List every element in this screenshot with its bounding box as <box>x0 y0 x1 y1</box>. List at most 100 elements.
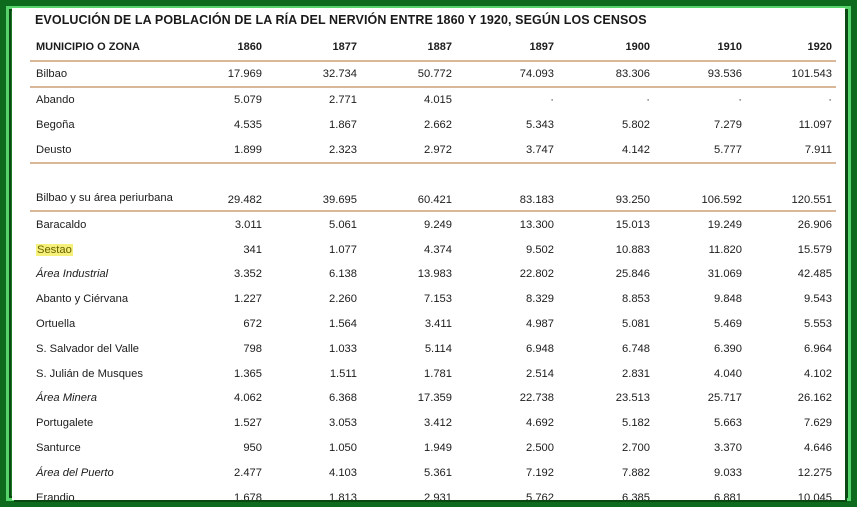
cell-value: 8.853 <box>622 293 650 306</box>
header-year: 1920 <box>746 34 836 62</box>
cell-value: 3.053 <box>329 417 357 430</box>
header-year: 1887 <box>361 34 456 62</box>
cell-value: 3.011 <box>234 218 262 231</box>
population-table: MUNICIPIO O ZONA 1860 1877 1887 1897 190… <box>30 34 836 500</box>
cell-value: 9.543 <box>804 293 832 306</box>
cell-value: 950 <box>243 441 262 454</box>
cell-value: 798 <box>243 342 262 355</box>
cell-value: 6.881 <box>714 491 742 500</box>
cell-value: 7.279 <box>714 119 742 132</box>
cell-value: 74.093 <box>456 61 558 88</box>
table-row: Bilbao 17.969 32.734 50.772 74.093 83.30… <box>30 61 836 88</box>
cell-value: 1.050 <box>329 441 357 454</box>
cell-value: 106.592 <box>654 163 746 213</box>
table-row: Deusto 1.899 2.323 2.972 3.747 4.142 5.7… <box>30 137 836 165</box>
cell-value: 12.275 <box>797 466 832 479</box>
cell-value: 17.359 <box>417 392 452 405</box>
row-name: Erandio <box>36 491 75 500</box>
cell-value: 9.848 <box>714 293 742 306</box>
cell-value: 26.906 <box>797 218 832 231</box>
table-row: S. Salvador del Valle 798 1.033 5.114 6.… <box>30 336 836 361</box>
row-name: Portugalete <box>36 417 94 430</box>
header-municipio: MUNICIPIO O ZONA <box>30 34 188 62</box>
area-row: Área Industrial 3.352 6.138 13.983 22.80… <box>30 262 836 287</box>
cell-value: 2.771 <box>329 94 357 107</box>
table-row: Begoña 4.535 1.867 2.662 5.343 5.802 7.2… <box>30 113 836 138</box>
cell-value: 672 <box>243 317 262 330</box>
cell-value: 19.249 <box>707 218 742 231</box>
cell-value: 39.695 <box>266 163 361 213</box>
cell-value: 2.514 <box>526 367 554 380</box>
highlighted-name: Sestao <box>36 243 73 256</box>
cell-value: 83.306 <box>558 61 654 88</box>
cell-value: 5.663 <box>714 417 742 430</box>
cell-value: 42.485 <box>797 268 832 281</box>
cell-value: 6.385 <box>622 491 650 500</box>
header-row: MUNICIPIO O ZONA 1860 1877 1887 1897 190… <box>30 34 836 62</box>
row-name: Abanto y Ciérvana <box>36 293 129 306</box>
cell-value: 3.747 <box>456 137 558 165</box>
cell-value: 22.738 <box>519 392 554 405</box>
cell-value: 25.846 <box>615 268 650 281</box>
row-name: Área Minera <box>36 392 97 405</box>
cell-value: 11.820 <box>708 243 742 256</box>
table-row: Abando 5.079 2.771 4.015 · · · · <box>30 87 836 113</box>
header-year: 1900 <box>558 34 654 62</box>
cell-value: 9.249 <box>424 218 452 231</box>
cell-value: 6.390 <box>714 342 742 355</box>
cell-value: 25.717 <box>707 392 742 405</box>
header-year: 1877 <box>266 34 361 62</box>
row-name: Área del Puerto <box>36 466 114 479</box>
cell-value: 7.629 <box>804 417 832 430</box>
cell-value: 5.081 <box>622 317 650 330</box>
cell-value: 15.579 <box>797 243 832 256</box>
table-title: EVOLUCIÓN DE LA POBLACIÓN DE LA RÍA DEL … <box>35 13 647 27</box>
cell-value: 1.564 <box>329 317 357 330</box>
row-name: Ortuella <box>36 317 76 330</box>
cell-value: 4.535 <box>234 119 262 132</box>
cell-value: 341 <box>243 243 262 256</box>
cell-value: 5.762 <box>526 491 554 500</box>
cell-value: · <box>550 94 554 107</box>
cell-value: 1.527 <box>234 417 262 430</box>
cell-value: 5.469 <box>714 317 742 330</box>
cell-value: 9.502 <box>526 243 554 256</box>
cell-value: 13.300 <box>519 218 554 231</box>
cell-value: 11.097 <box>798 119 832 132</box>
cell-value: 4.103 <box>329 466 357 479</box>
cell-value: 5.114 <box>424 342 452 355</box>
row-name: Área Industrial <box>36 268 109 281</box>
cell-value: 6.368 <box>329 392 357 405</box>
cell-value: · <box>738 94 742 107</box>
cell-value: 5.361 <box>424 466 452 479</box>
cell-value: · <box>646 94 650 107</box>
cell-value: 5.553 <box>804 317 832 330</box>
cell-value: 2.931 <box>424 491 452 500</box>
table-row: Santurce 950 1.050 1.949 2.500 2.700 3.3… <box>30 436 836 461</box>
cell-value: 1.033 <box>329 342 357 355</box>
header-year: 1860 <box>188 34 266 62</box>
cell-value: 1.365 <box>234 367 262 380</box>
cell-value: 1.813 <box>329 491 357 500</box>
cell-value: 3.412 <box>424 417 452 430</box>
row-name: Deusto <box>30 137 188 165</box>
cell-value: 7.153 <box>424 293 452 306</box>
area-row: Área del Puerto 2.477 4.103 5.361 7.192 … <box>30 460 836 485</box>
table-row: Ortuella 672 1.564 3.411 4.987 5.081 5.4… <box>30 312 836 337</box>
cell-value: 6.948 <box>526 342 554 355</box>
cell-value: 2.831 <box>622 367 650 380</box>
cell-value: 22.802 <box>519 268 554 281</box>
cell-value: 13.983 <box>417 268 452 281</box>
row-name: Santurce <box>36 441 81 454</box>
cell-value: 4.015 <box>424 94 452 107</box>
cell-value: 4.646 <box>804 441 832 454</box>
cell-value: 2.477 <box>234 466 262 479</box>
cell-value: 120.551 <box>746 163 836 213</box>
cell-value: 4.142 <box>558 137 654 165</box>
cell-value: 93.250 <box>558 163 654 213</box>
cell-value: 2.972 <box>361 137 456 165</box>
row-name: Baracaldo <box>36 218 87 231</box>
cell-value: 2.323 <box>266 137 361 165</box>
header-year: 1910 <box>654 34 746 62</box>
subtotal-row: Bilbao y su área periurbana 29.482 39.69… <box>30 163 836 213</box>
